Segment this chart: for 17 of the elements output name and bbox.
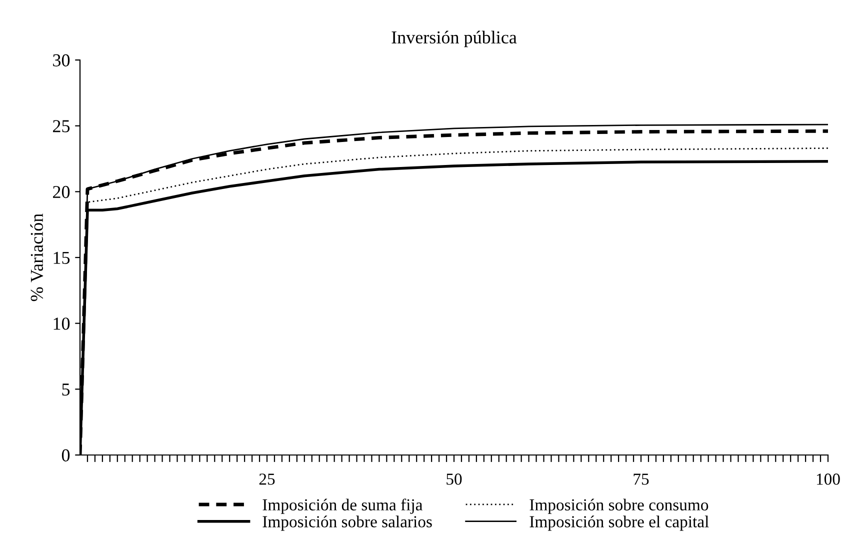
legend-label: Imposición de suma fija [262,498,423,514]
y-tick-label: 5 [62,384,70,396]
y-tick-label: 30 [53,54,70,66]
y-tick-label: 10 [54,318,70,330]
y-tick-label: 15 [54,252,70,264]
x-tick-label: 50 [446,474,462,485]
y-tick-label: 20 [53,186,70,198]
legend-label: Imposición sobre salarios [262,516,432,531]
x-tick-label: 75 [634,474,649,485]
chart-title: Inversión pública [392,30,517,48]
legend-label: Imposición sobre el capital [530,516,709,531]
y-tick-label: 25 [53,120,70,132]
y-tick-label: 0 [62,449,70,462]
y-axis-title: % Variación [30,214,44,302]
legend-label: Imposición sobre consumo [530,498,708,514]
x-tick-label: 100 [816,474,840,485]
x-tick-label: 25 [259,474,275,485]
